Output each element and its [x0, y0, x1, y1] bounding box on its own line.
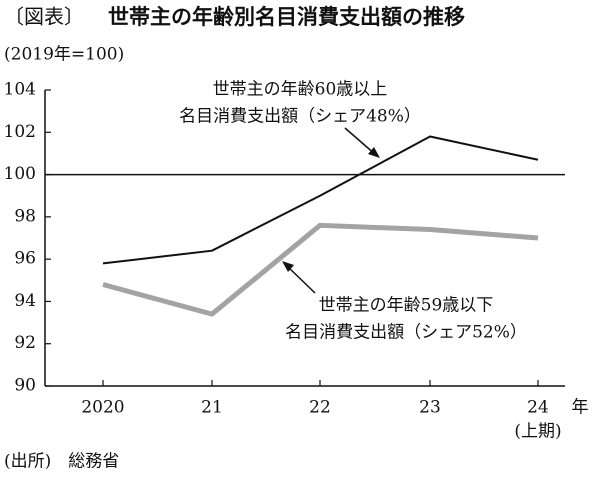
y-tick-label: 98	[14, 206, 36, 226]
x-tick-label: 2020	[81, 398, 124, 418]
y-tick-label: 102	[4, 122, 36, 142]
source: (出所) 総務省	[4, 452, 119, 472]
y-tick-label: 94	[14, 291, 36, 311]
series-label: 世帯主の年齢59歳以下	[319, 296, 494, 316]
arrow-line	[285, 264, 316, 294]
x-tick-label: 24	[527, 398, 549, 418]
y-tick-label: 100	[4, 164, 36, 184]
title-prefix: 〔図表〕	[4, 5, 84, 29]
y-tick-label: 92	[14, 333, 36, 353]
y-tick-label: 90	[14, 376, 36, 396]
x-tick-label: 23	[419, 398, 441, 418]
arrow-line	[344, 127, 377, 156]
x-tick-label: 21	[201, 398, 223, 418]
series-label: 世帯主の年齢60歳以上	[213, 80, 388, 100]
subtitle: (2019年=100)	[4, 45, 124, 65]
arrow-head	[368, 147, 380, 158]
series-line	[102, 222, 539, 317]
y-tick-label: 104	[4, 80, 36, 100]
y-tick-label: 96	[14, 249, 36, 269]
series-line	[102, 135, 539, 265]
arrow-head	[282, 261, 294, 272]
x-tick-label: 22	[309, 398, 331, 418]
x-note: (上期)	[514, 422, 561, 442]
series-label: 名目消費支出額（シェア48%）	[179, 107, 421, 127]
chart-title: 世帯主の年齢別名目消費支出額の推移	[108, 5, 465, 29]
series-label: 名目消費支出額（シェア52%）	[285, 323, 527, 343]
x-unit: 年	[572, 398, 589, 418]
